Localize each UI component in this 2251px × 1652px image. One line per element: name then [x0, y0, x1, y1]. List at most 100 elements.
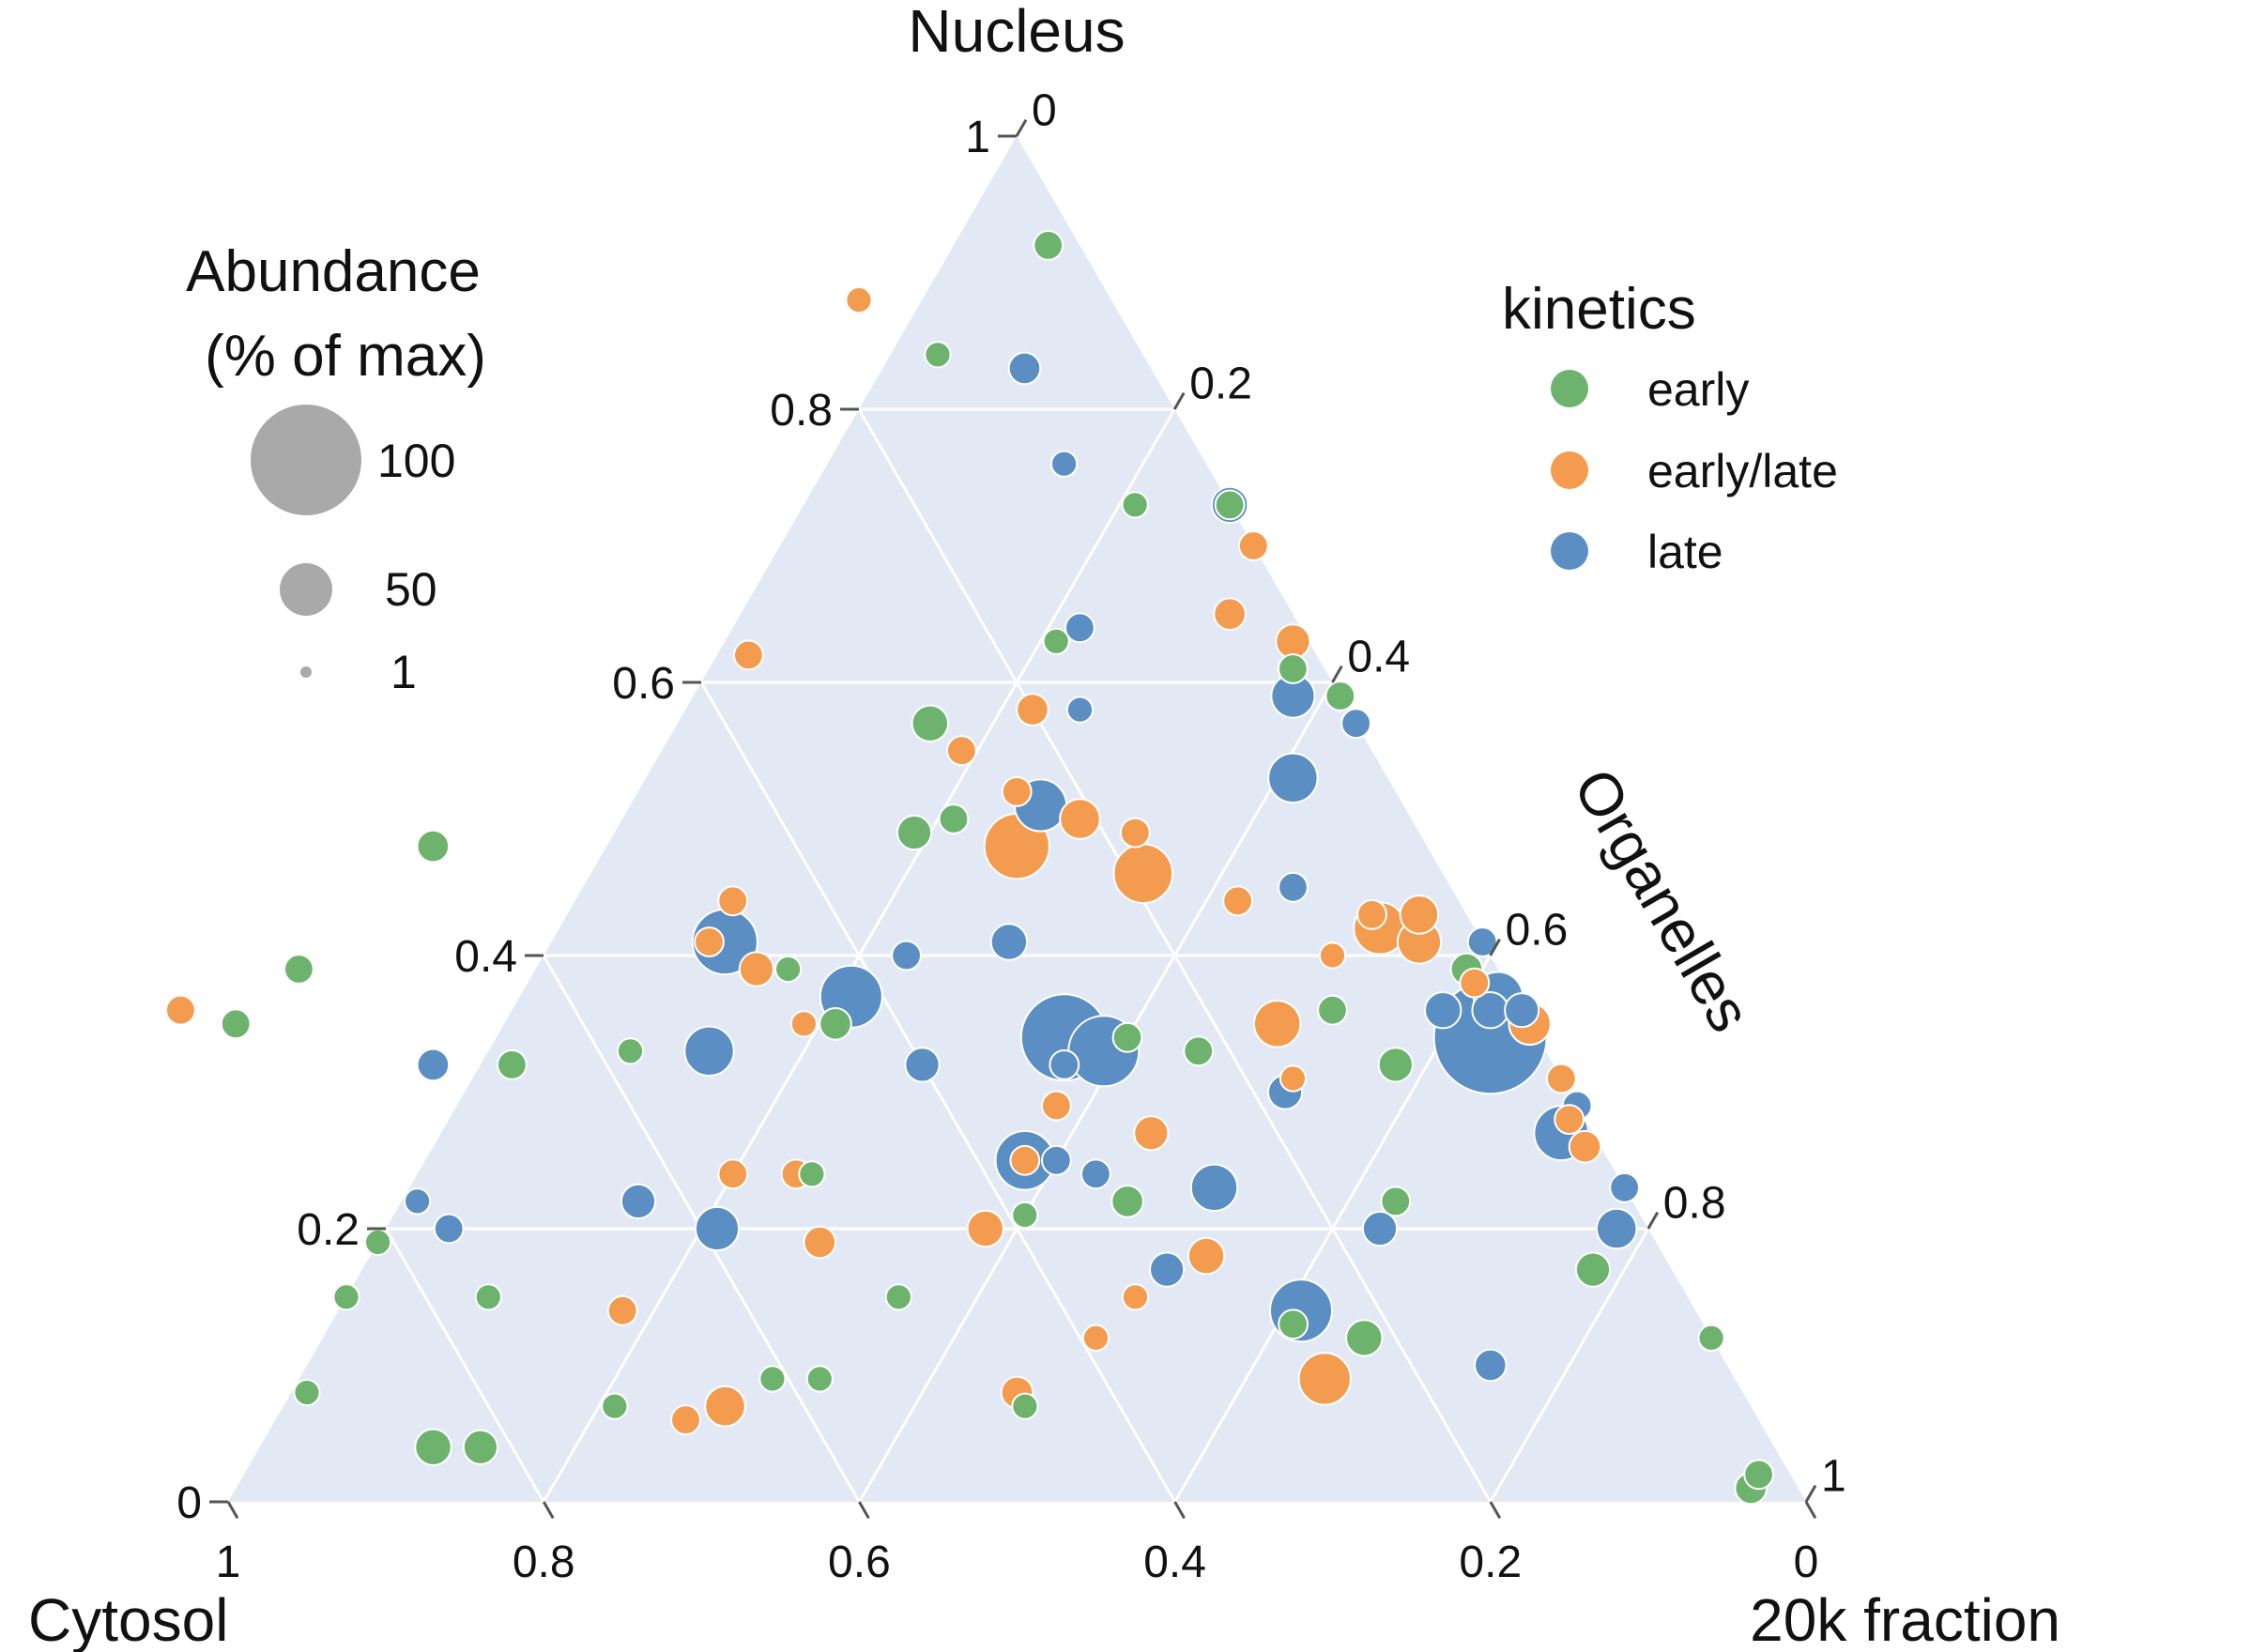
data-point-early-late — [1016, 693, 1049, 727]
data-point-early-late — [1119, 817, 1151, 849]
nucleus-tick-label: 0.2 — [297, 1205, 360, 1255]
data-point-early — [1183, 1035, 1215, 1067]
data-point-early-late — [1213, 597, 1247, 632]
data-point-early — [1011, 1392, 1039, 1420]
data-point-early-late — [1459, 967, 1491, 999]
size-legend: Abundance (% of max) 100 50 1 — [186, 239, 486, 698]
data-point-early — [1377, 1047, 1414, 1083]
data-point-late — [1361, 1210, 1399, 1247]
data-point-early — [220, 1008, 252, 1040]
organelles-tick-label: 1 — [1821, 1452, 1846, 1502]
color-legend-label-late: late — [1647, 526, 1723, 578]
bottom-tick-mark — [1489, 1501, 1502, 1520]
data-point-early-late — [717, 1158, 749, 1190]
data-point-early — [938, 803, 970, 834]
bottom-tick-mark — [226, 1501, 239, 1520]
size-legend-label-50: 50 — [385, 563, 437, 616]
data-point-early — [332, 1283, 360, 1311]
data-point-early — [1345, 1319, 1384, 1357]
data-point-early — [1111, 1021, 1143, 1053]
data-point-early — [1380, 1185, 1412, 1217]
data-point-late — [891, 940, 922, 971]
data-point-late — [1149, 1251, 1186, 1288]
data-point-early-late — [165, 994, 196, 1026]
data-point-early-late — [1187, 1236, 1226, 1276]
nucleus-tick-label: 0 — [176, 1478, 202, 1528]
bottom-tick-mark — [542, 1501, 555, 1520]
data-point-early-late — [717, 885, 749, 917]
organelles-tick-mark — [1804, 1484, 1817, 1503]
bottom-tick-mark — [858, 1501, 870, 1520]
data-point-early-late — [704, 1384, 746, 1428]
data-point-late — [1267, 752, 1319, 803]
color-legend-swatch-early — [1551, 370, 1588, 407]
organelles-tick-label: 0.2 — [1189, 359, 1252, 409]
data-point-early-late — [1399, 895, 1440, 935]
data-point-late — [1064, 612, 1095, 644]
right-corner-title: 20k fraction — [1750, 1586, 2060, 1652]
data-point-late — [1340, 708, 1371, 740]
organelles-tick-mark — [1172, 391, 1186, 410]
data-point-early — [416, 829, 451, 864]
data-point-early — [798, 1160, 826, 1188]
organelles-tick-mark — [1489, 938, 1501, 956]
data-point-early — [774, 955, 803, 984]
data-point-late — [416, 1048, 451, 1082]
bottom-tick-label: 0 — [1794, 1537, 1819, 1587]
data-point-early — [911, 704, 949, 742]
data-point-early-late — [1297, 1352, 1352, 1406]
data-point-early-late — [789, 1010, 819, 1038]
data-point-early-late — [1279, 1064, 1308, 1093]
data-point-early — [1278, 1308, 1309, 1340]
organelles-tick-mark — [1646, 1211, 1660, 1230]
organelles-tick-label: 0.6 — [1506, 906, 1569, 956]
data-point-late — [433, 1213, 465, 1245]
left-corner-title: Cytosol — [28, 1586, 228, 1652]
data-point-early-late — [1112, 843, 1174, 905]
data-point-early — [758, 1365, 787, 1393]
gridline-cytosol — [699, 681, 1176, 1503]
bottom-tick-label: 0.6 — [828, 1537, 891, 1587]
data-point-early-late — [946, 735, 977, 767]
data-point-early — [1214, 489, 1246, 521]
data-point-early — [414, 1428, 452, 1467]
data-point-early-late — [1001, 776, 1033, 807]
data-point-early — [601, 1392, 629, 1420]
data-point-early — [497, 1049, 528, 1080]
data-point-early — [474, 1283, 502, 1311]
data-point-early-late — [1121, 1283, 1150, 1311]
data-point-late — [694, 1205, 741, 1252]
data-point-early-late — [1554, 1104, 1585, 1135]
data-point-early-late — [1081, 1323, 1110, 1353]
organelles-tick-mark — [1331, 665, 1343, 683]
bottom-tick-label: 0.4 — [1143, 1537, 1206, 1587]
bottom-tick-label: 0.8 — [513, 1537, 575, 1587]
data-point-early-late — [803, 1225, 837, 1260]
data-point-early-late — [1009, 1144, 1041, 1176]
nucleus-tick-label: 0.8 — [770, 386, 833, 436]
nucleus-tick-label: 0.4 — [454, 932, 517, 982]
organelles-tick-mark — [1015, 118, 1028, 137]
data-point-late — [1080, 1158, 1111, 1190]
data-point-early — [1042, 627, 1070, 655]
data-point-early-late — [1059, 798, 1101, 840]
data-point-late — [1424, 991, 1462, 1030]
data-point-early-late — [1253, 1000, 1302, 1048]
data-point-early-late — [1041, 1090, 1072, 1122]
size-legend-title-line1: Abundance — [186, 239, 481, 304]
data-point-early — [364, 1228, 392, 1257]
size-legend-circle-50 — [280, 563, 332, 616]
data-point-early-late — [1568, 1129, 1602, 1164]
data-point-late — [1504, 992, 1540, 1029]
gridline-20k — [1489, 1228, 1650, 1503]
data-point-late — [1041, 1144, 1072, 1176]
nucleus-tick-label: 1 — [965, 113, 990, 162]
data-point-late — [1609, 1171, 1640, 1203]
data-point-early — [293, 1379, 321, 1407]
data-point-early-late — [1545, 1063, 1577, 1094]
data-point-early-late — [1133, 1115, 1170, 1152]
data-point-early-late — [694, 926, 725, 957]
nucleus-tick-label: 0.6 — [612, 659, 675, 709]
data-point-late — [1050, 450, 1079, 478]
